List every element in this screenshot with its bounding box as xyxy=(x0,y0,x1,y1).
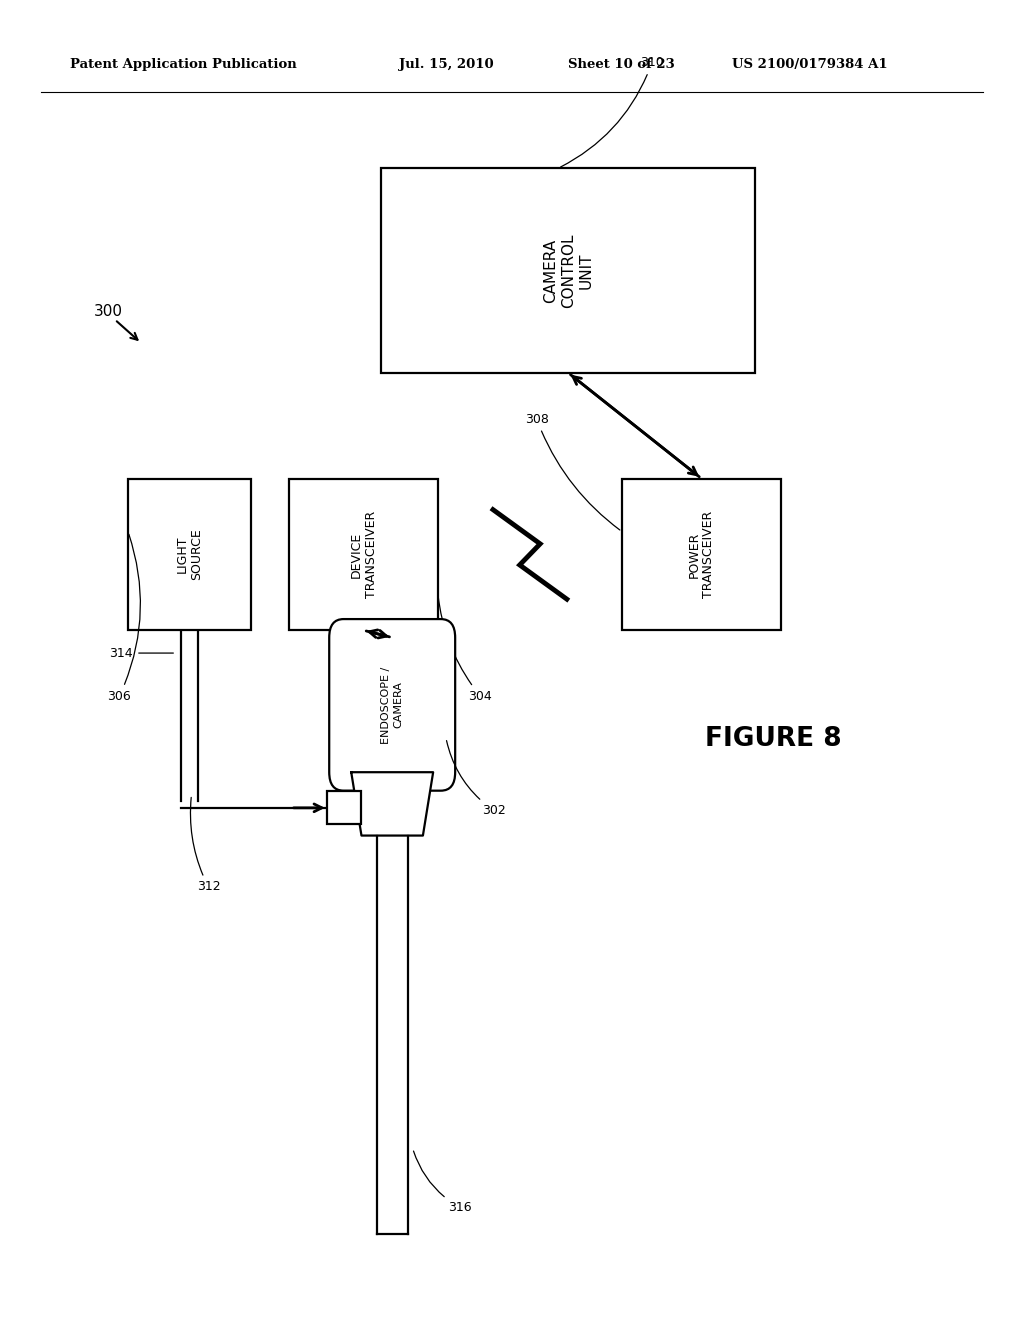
Bar xyxy=(289,479,438,631)
Text: 302: 302 xyxy=(446,741,506,817)
Text: US 2100/0179384 A1: US 2100/0179384 A1 xyxy=(732,58,888,71)
Text: CAMERA
CONTROL
UNIT: CAMERA CONTROL UNIT xyxy=(544,234,593,308)
Bar xyxy=(623,479,781,631)
Text: 300: 300 xyxy=(94,304,123,319)
Text: DEVICE
TRANSCEIVER: DEVICE TRANSCEIVER xyxy=(349,511,378,598)
Text: 314: 314 xyxy=(110,647,173,660)
Text: 304: 304 xyxy=(438,595,493,702)
Bar xyxy=(327,791,361,824)
Text: Patent Application Publication: Patent Application Publication xyxy=(70,58,296,71)
Polygon shape xyxy=(351,772,433,836)
FancyBboxPatch shape xyxy=(330,619,455,791)
Text: POWER
TRANSCEIVER: POWER TRANSCEIVER xyxy=(687,511,716,598)
Text: Sheet 10 of 23: Sheet 10 of 23 xyxy=(568,58,675,71)
Text: Jul. 15, 2010: Jul. 15, 2010 xyxy=(399,58,494,71)
Text: ENDOSCOPE /
CAMERA: ENDOSCOPE / CAMERA xyxy=(381,667,403,743)
Text: LIGHT
SOURCE: LIGHT SOURCE xyxy=(175,528,204,581)
Text: 308: 308 xyxy=(525,413,620,531)
Text: 310: 310 xyxy=(560,57,664,168)
Text: 316: 316 xyxy=(414,1151,472,1214)
Text: 306: 306 xyxy=(108,535,140,702)
Bar xyxy=(128,479,251,631)
Bar xyxy=(382,168,756,372)
Text: FIGURE 8: FIGURE 8 xyxy=(705,726,842,752)
Text: 312: 312 xyxy=(190,797,220,894)
